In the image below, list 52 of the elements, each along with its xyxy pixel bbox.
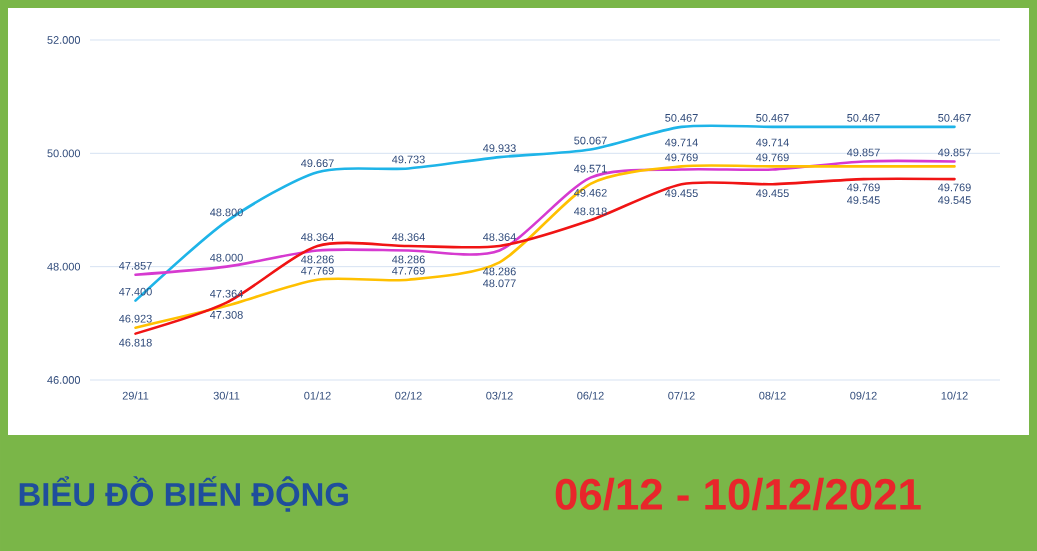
y-tick-label: 50.000 [47,149,81,158]
data-label: 48.364 [301,233,334,241]
data-label: 48.364 [483,233,516,241]
x-tick-label: 03/12 [486,391,513,400]
data-label: 46.923 [119,314,152,323]
text: 06/12 - 10/12/2021 [555,477,921,511]
data-label: 49.714 [756,138,789,147]
data-label: 48.000 [210,253,243,262]
data-label: 50.467 [665,113,698,122]
data-label: 49.733 [392,155,425,164]
data-label: 50.467 [756,113,789,122]
data-label: 50.467 [847,113,880,122]
y-tick-label: 52.000 [47,36,81,44]
x-tick-label: 08/12 [759,391,786,400]
data-label: 49.571 [574,164,607,173]
data-label: 48.286 [392,255,425,264]
data-label: 48.818 [574,207,607,216]
data-label: 49.769 [847,183,880,192]
x-tick-label: 06/12 [577,391,604,400]
x-tick-label: 29/11 [122,391,149,400]
data-label: 49.857 [938,148,971,157]
data-label: 49.857 [847,148,880,157]
data-label: 49.455 [756,189,789,198]
data-label: 47.857 [119,261,152,270]
x-tick-label: 07/12 [668,391,695,400]
x-tick-label: 02/12 [395,391,422,400]
data-label: 47.769 [301,266,334,275]
data-label: 48.286 [483,267,516,276]
data-label: 49.545 [847,196,880,204]
data-label: 49.769 [756,153,789,162]
data-label: 49.769 [938,183,971,192]
data-label: 50.067 [574,136,607,145]
y-tick-label: 46.000 [47,376,81,384]
x-tick-label: 10/12 [941,391,968,400]
data-label: 50.467 [938,113,971,122]
data-label: 49.714 [665,138,698,147]
data-label: 49.455 [665,189,698,198]
data-label: 46.818 [119,338,152,347]
data-label: 47.308 [210,311,243,319]
x-tick-label: 01/12 [304,391,331,400]
data-label: 48.077 [483,279,516,288]
x-tick-label: 09/12 [850,391,877,400]
data-label: 48.364 [392,233,425,241]
y-tick-label: 48.000 [47,262,81,271]
data-label: 49.545 [938,196,971,204]
data-label: 48.286 [301,255,334,264]
text: BIỂU ĐỒ BIẾN ĐỘNG [19,476,348,512]
data-label: 47.769 [392,266,425,275]
data-label: 49.667 [301,159,334,168]
data-label: 49.933 [483,144,516,152]
x-tick-label: 30/11 [213,391,240,400]
data-label: 49.769 [665,153,698,162]
